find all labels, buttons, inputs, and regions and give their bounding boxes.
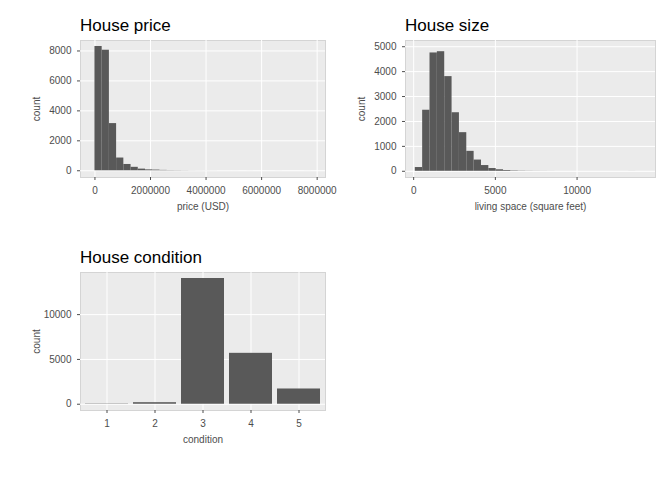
html-text:House price: House price [80,16,171,35]
svg-text:count: count [31,97,42,122]
svg-text:6000: 6000 [49,75,72,86]
svg-text:0: 0 [66,165,72,176]
svg-text:5: 5 [296,418,302,429]
svg-text:10000: 10000 [563,185,591,196]
svg-text:2: 2 [152,418,158,429]
svg-text:count: count [356,97,367,122]
html-text:House condition: House condition [80,248,202,267]
svg-text:5000: 5000 [374,41,397,52]
svg-text:1: 1 [104,418,110,429]
svg-text:5000: 5000 [49,354,72,365]
svg-text:0: 0 [66,398,72,409]
svg-text:1000: 1000 [374,141,397,152]
svg-text:3000: 3000 [374,91,397,102]
svg-text:2000: 2000 [374,116,397,127]
svg-text:4000: 4000 [374,66,397,77]
svg-text:4000: 4000 [49,105,72,116]
svg-text:5000: 5000 [484,185,507,196]
svg-text:0: 0 [411,185,417,196]
svg-text:6000000: 6000000 [242,185,281,196]
svg-text:8000: 8000 [49,45,72,56]
svg-text:4000000: 4000000 [187,185,226,196]
svg-text:living space (square feet): living space (square feet) [475,201,587,212]
svg-text:8000000: 8000000 [298,185,337,196]
svg-text:price (USD): price (USD) [177,201,229,212]
svg-text:0: 0 [391,165,397,176]
html-text:House size: House size [405,16,490,35]
svg-text:4: 4 [248,418,254,429]
svg-text:0: 0 [92,185,98,196]
svg-text:condition: condition [183,434,223,445]
svg-text:3: 3 [200,418,206,429]
svg-text:count: count [31,329,42,354]
svg-text:10000: 10000 [44,309,72,320]
svg-text:2000: 2000 [49,135,72,146]
svg-text:2000000: 2000000 [131,185,170,196]
